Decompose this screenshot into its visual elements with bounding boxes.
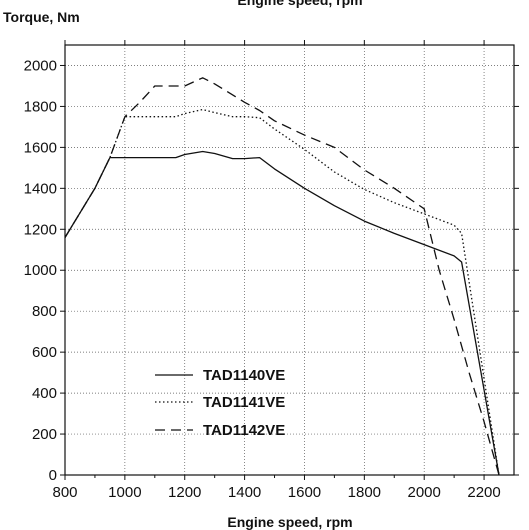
x-tick-label-1000: 1000 [108,484,141,501]
y-tick-label-200: 200 [32,426,57,443]
y-tick-label-800: 800 [32,303,57,320]
x-axis-title: Engine speed, rpm [227,514,352,530]
series-lines [65,78,499,475]
y-tick-label-2000: 2000 [24,57,57,74]
y-axis-title: Torque, Nm [3,9,80,25]
x-tick-label-2200: 2200 [467,484,500,501]
y-tick-label-1400: 1400 [24,180,57,197]
y-tick-label-400: 400 [32,385,57,402]
x-tick-label-1400: 1400 [228,484,261,501]
x-tick-label-1200: 1200 [168,484,201,501]
x-tick-label-1600: 1600 [288,484,321,501]
y-tick-label-600: 600 [32,344,57,361]
x-tick-label-2000: 2000 [408,484,441,501]
x-tick-label-800: 800 [52,484,77,501]
y-tick-label-1200: 1200 [24,221,57,238]
top-x-axis-title: Engine speed, rpm [237,0,362,8]
legend-label-tad1142ve: TAD1142VE [203,422,285,439]
x-tick-label-1800: 1800 [348,484,381,501]
y-tick-label-1600: 1600 [24,139,57,156]
legend-label-tad1140ve: TAD1140VE [203,367,285,384]
y-tick-label-0: 0 [49,467,57,484]
legend-label-tad1141ve: TAD1141VE [203,394,285,411]
series-line-tad1142ve [65,78,499,475]
series-line-tad1141ve [65,110,499,476]
y-tick-label-1000: 1000 [24,262,57,279]
y-tick-label-1800: 1800 [24,98,57,115]
legend: TAD1140VE TAD1141VE TAD1142VE [155,367,285,439]
